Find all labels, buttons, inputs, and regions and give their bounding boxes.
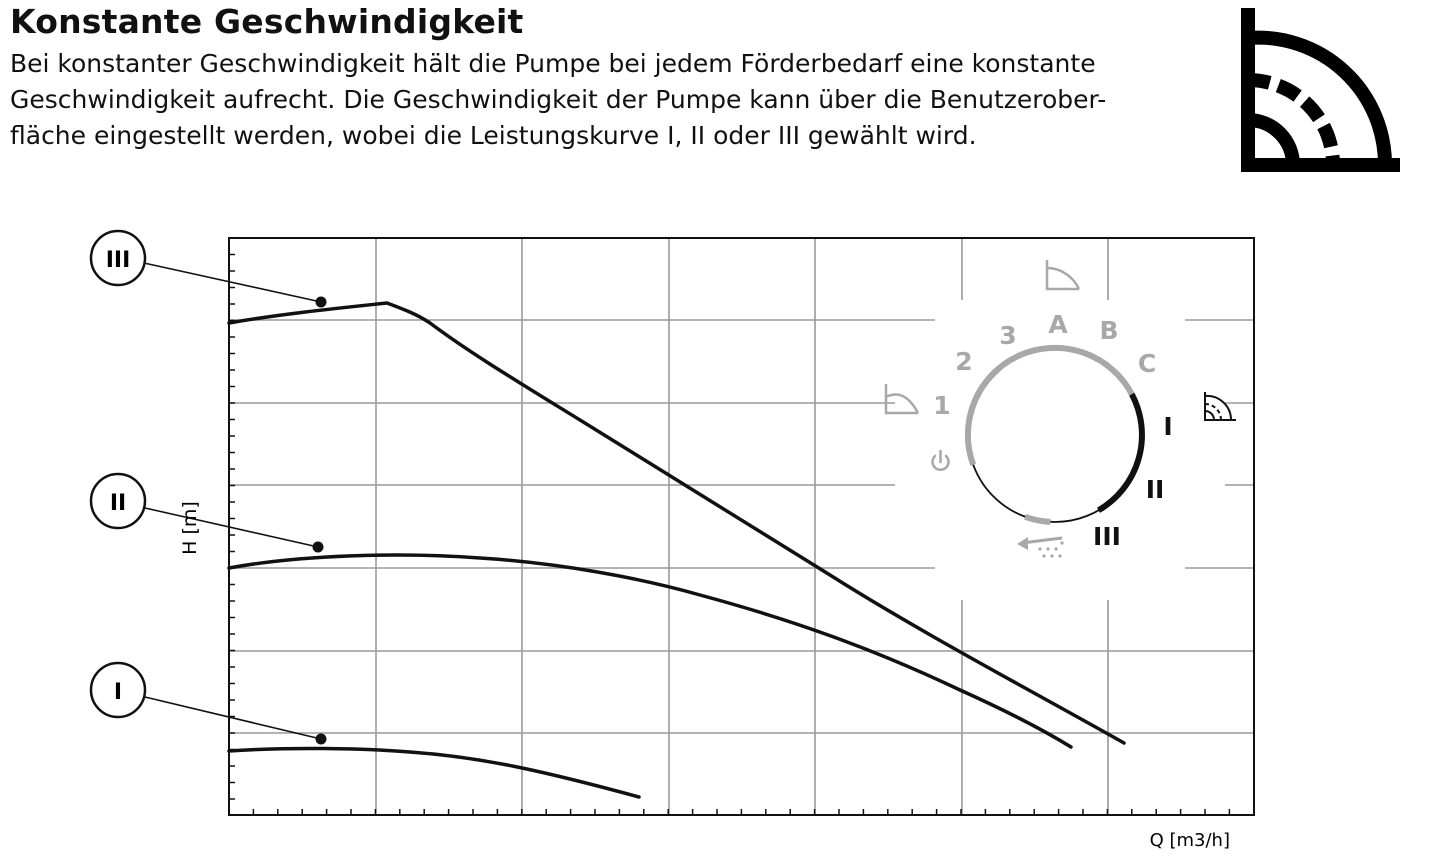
dial-label-3: 3	[999, 321, 1016, 350]
dial-label-speed-3: III	[1093, 522, 1121, 551]
constant-speed-mode-icon	[1241, 8, 1400, 172]
dial-label-1: 1	[933, 391, 950, 420]
curve-label-iii: III	[106, 248, 131, 273]
y-axis-label: H [m]	[179, 501, 201, 555]
description-line-3: fläche eingestellt werden, wobei die Lei…	[10, 121, 977, 150]
proportional-pressure-icon	[884, 384, 920, 415]
dial-venting-arc	[1024, 513, 1051, 525]
x-axis-label: Q [m3/h]	[1150, 830, 1230, 851]
dial-active-arc	[1096, 392, 1145, 513]
dial-label-2: 2	[955, 347, 972, 376]
curve-label-i: I	[114, 680, 122, 705]
description-line-1: Bei konstanter Geschwindigkeit hält die …	[10, 49, 1096, 78]
curve-i	[227, 746, 641, 799]
dial-label-a: A	[1048, 310, 1068, 339]
constant-pressure-icon	[1045, 260, 1081, 291]
page-title: Konstante Geschwindigkeit	[10, 2, 524, 41]
dial-label-b: B	[1099, 316, 1118, 345]
power-icon	[931, 449, 950, 471]
description: Bei konstanter Geschwindigkeit hält die …	[10, 46, 1160, 154]
venting-icon	[1017, 536, 1064, 558]
curve-ii	[227, 553, 1073, 749]
control-dial: 3 2 1 A B C I II III	[884, 260, 1236, 558]
callout-i: I	[89, 661, 327, 745]
callout-ii: II	[89, 472, 324, 553]
curve-iii	[227, 301, 1126, 745]
description-line-2: Geschwindigkeit aufrecht. Die Geschwindi…	[10, 85, 1107, 114]
callout-iii: III	[89, 229, 327, 308]
dial-label-c: C	[1138, 349, 1156, 378]
dial-label-speed-1: I	[1163, 412, 1172, 441]
curve-label-ii: II	[110, 491, 126, 516]
dial-label-speed-2: II	[1146, 475, 1165, 504]
constant-speed-icon	[1204, 392, 1236, 421]
dial-inactive-arc	[964, 344, 1135, 466]
